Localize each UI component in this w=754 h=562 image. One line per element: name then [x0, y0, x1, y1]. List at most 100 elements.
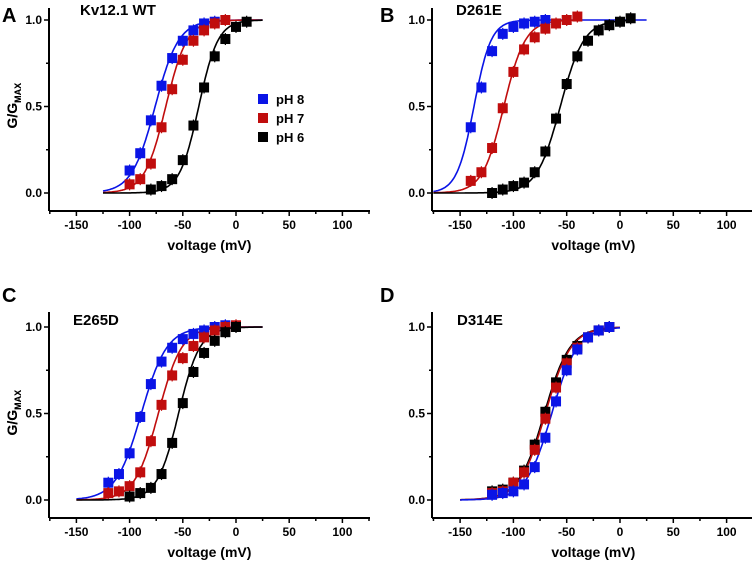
data-point-ph-6: [199, 82, 210, 93]
fit-curve-ph-6: [460, 326, 620, 501]
x-tick-label: 0: [233, 525, 240, 539]
y-tick-label: 0.5: [25, 100, 42, 114]
panel-letter: A: [2, 5, 16, 27]
data-point-ph-8: [188, 328, 199, 339]
y-axis-label: G/GMAX: [4, 390, 23, 436]
data-point-ph-8: [508, 21, 519, 32]
x-tick-label: -100: [118, 525, 142, 539]
data-point-ph-8: [529, 462, 540, 473]
data-point-ph-8: [135, 411, 146, 422]
legend-swatch: [258, 132, 268, 142]
y-tick-label: 0.0: [408, 186, 425, 200]
x-tick-label: -100: [501, 218, 525, 232]
data-point-ph-7: [135, 174, 146, 185]
x-tick-label: -150: [448, 218, 472, 232]
data-point-ph-6: [188, 366, 199, 377]
x-tick-label: 50: [667, 218, 681, 232]
data-point-ph-8: [476, 82, 487, 93]
y-axis-label-subscript: MAX: [13, 390, 23, 410]
data-point-ph-8: [497, 28, 508, 39]
data-point-ph-8: [497, 488, 508, 499]
legend-swatch: [258, 94, 268, 104]
data-point-ph-8: [519, 479, 530, 490]
y-axis-label-subscript: MAX: [13, 83, 23, 103]
data-point-ph-7: [135, 467, 146, 478]
data-point-ph-6: [231, 322, 241, 332]
data-point-ph-7: [113, 486, 124, 497]
data-point-ph-7: [167, 84, 178, 95]
data-point-ph-8: [177, 35, 188, 46]
data-point-ph-8: [145, 379, 156, 390]
data-point-ph-6: [540, 146, 551, 157]
data-point-ph-7: [561, 15, 572, 25]
data-point-ph-7: [497, 103, 508, 114]
y-axis-label-main: G/G: [4, 103, 20, 129]
x-tick-label: -100: [501, 525, 525, 539]
fit-curve-ph-8: [460, 327, 621, 501]
data-point-ph-7: [145, 158, 156, 169]
data-point-ph-8: [199, 325, 210, 336]
data-point-ph-7: [124, 481, 135, 492]
data-point-ph-6: [220, 34, 231, 45]
data-point-ph-6: [177, 155, 188, 166]
x-tick-label: 0: [233, 218, 240, 232]
x-axis-label: voltage (mV): [167, 544, 251, 560]
x-tick-label: 0: [617, 218, 624, 232]
data-point-ph-7: [561, 358, 572, 369]
data-point-ph-8: [167, 342, 178, 353]
data-point-ph-6: [231, 21, 241, 32]
x-axis-label: voltage (mV): [551, 237, 635, 253]
data-point-ph-8: [145, 115, 156, 126]
data-point-ph-8: [167, 53, 178, 64]
legend-label: pH 8: [276, 92, 304, 107]
data-point-ph-6: [167, 437, 178, 448]
data-point-ph-7: [209, 18, 220, 29]
data-point-ph-8: [188, 25, 199, 36]
data-point-ph-6: [572, 51, 583, 62]
y-axis-label-subscript: MAX: [13, 83, 23, 103]
x-tick-label: 50: [667, 525, 681, 539]
data-point-ph-8: [519, 18, 530, 29]
data-point-ph-8: [540, 432, 551, 443]
data-point-ph-6: [625, 13, 636, 24]
data-point-ph-7: [199, 332, 210, 343]
data-point-ph-6: [220, 327, 231, 338]
y-tick-label: 0.5: [25, 407, 42, 421]
panel-title: Kv12.1 WT: [80, 2, 156, 19]
panel-a: A Kv12.1 WT -150 -100 -50 0 50 100 0.0 0.5 1.0 volt…: [2, 2, 370, 253]
data-point-ph-7: [167, 370, 178, 381]
x-tick-label: -100: [118, 218, 142, 232]
x-tick-label: 100: [332, 525, 352, 539]
x-tick-label: 0: [617, 525, 624, 539]
data-point-ph-6: [145, 482, 156, 493]
panel-letter: B: [380, 5, 394, 27]
y-axis-label-subscript: MAX: [13, 390, 23, 410]
fit-curve-ph-7: [76, 326, 263, 501]
y-axis-label-main: G/G: [4, 103, 20, 129]
fit-curve-ph-8: [76, 326, 263, 500]
data-point-ph-7: [156, 399, 167, 410]
data-point-ph-6: [593, 25, 604, 36]
data-point-ph-7: [519, 44, 530, 55]
data-point-ph-6: [583, 35, 594, 46]
data-point-ph-6: [135, 488, 146, 499]
data-point-ph-7: [465, 175, 476, 186]
panel-c: C E265D -150 -100 -50 0 50 100 0.0 0.5 1.0 voltage …: [2, 285, 370, 560]
legend-label: pH 6: [276, 130, 304, 145]
y-axis-label: G/GMAX: [4, 83, 23, 129]
data-point-ph-6: [209, 51, 220, 62]
data-point-ph-7: [508, 66, 519, 77]
data-point-ph-8: [113, 469, 124, 480]
y-axis-label: G/GMAX: [4, 83, 23, 129]
data-point-ph-8: [135, 148, 146, 159]
y-tick-label: 1.0: [408, 320, 425, 334]
data-point-ph-7: [519, 467, 530, 478]
data-point-ph-7: [177, 54, 188, 65]
x-tick-label: 100: [717, 218, 737, 232]
data-point-ph-6: [529, 167, 540, 178]
y-tick-label: 0.0: [408, 493, 425, 507]
data-point-ph-8: [487, 489, 498, 500]
data-point-ph-8: [487, 46, 498, 57]
data-point-ph-6: [519, 177, 530, 188]
